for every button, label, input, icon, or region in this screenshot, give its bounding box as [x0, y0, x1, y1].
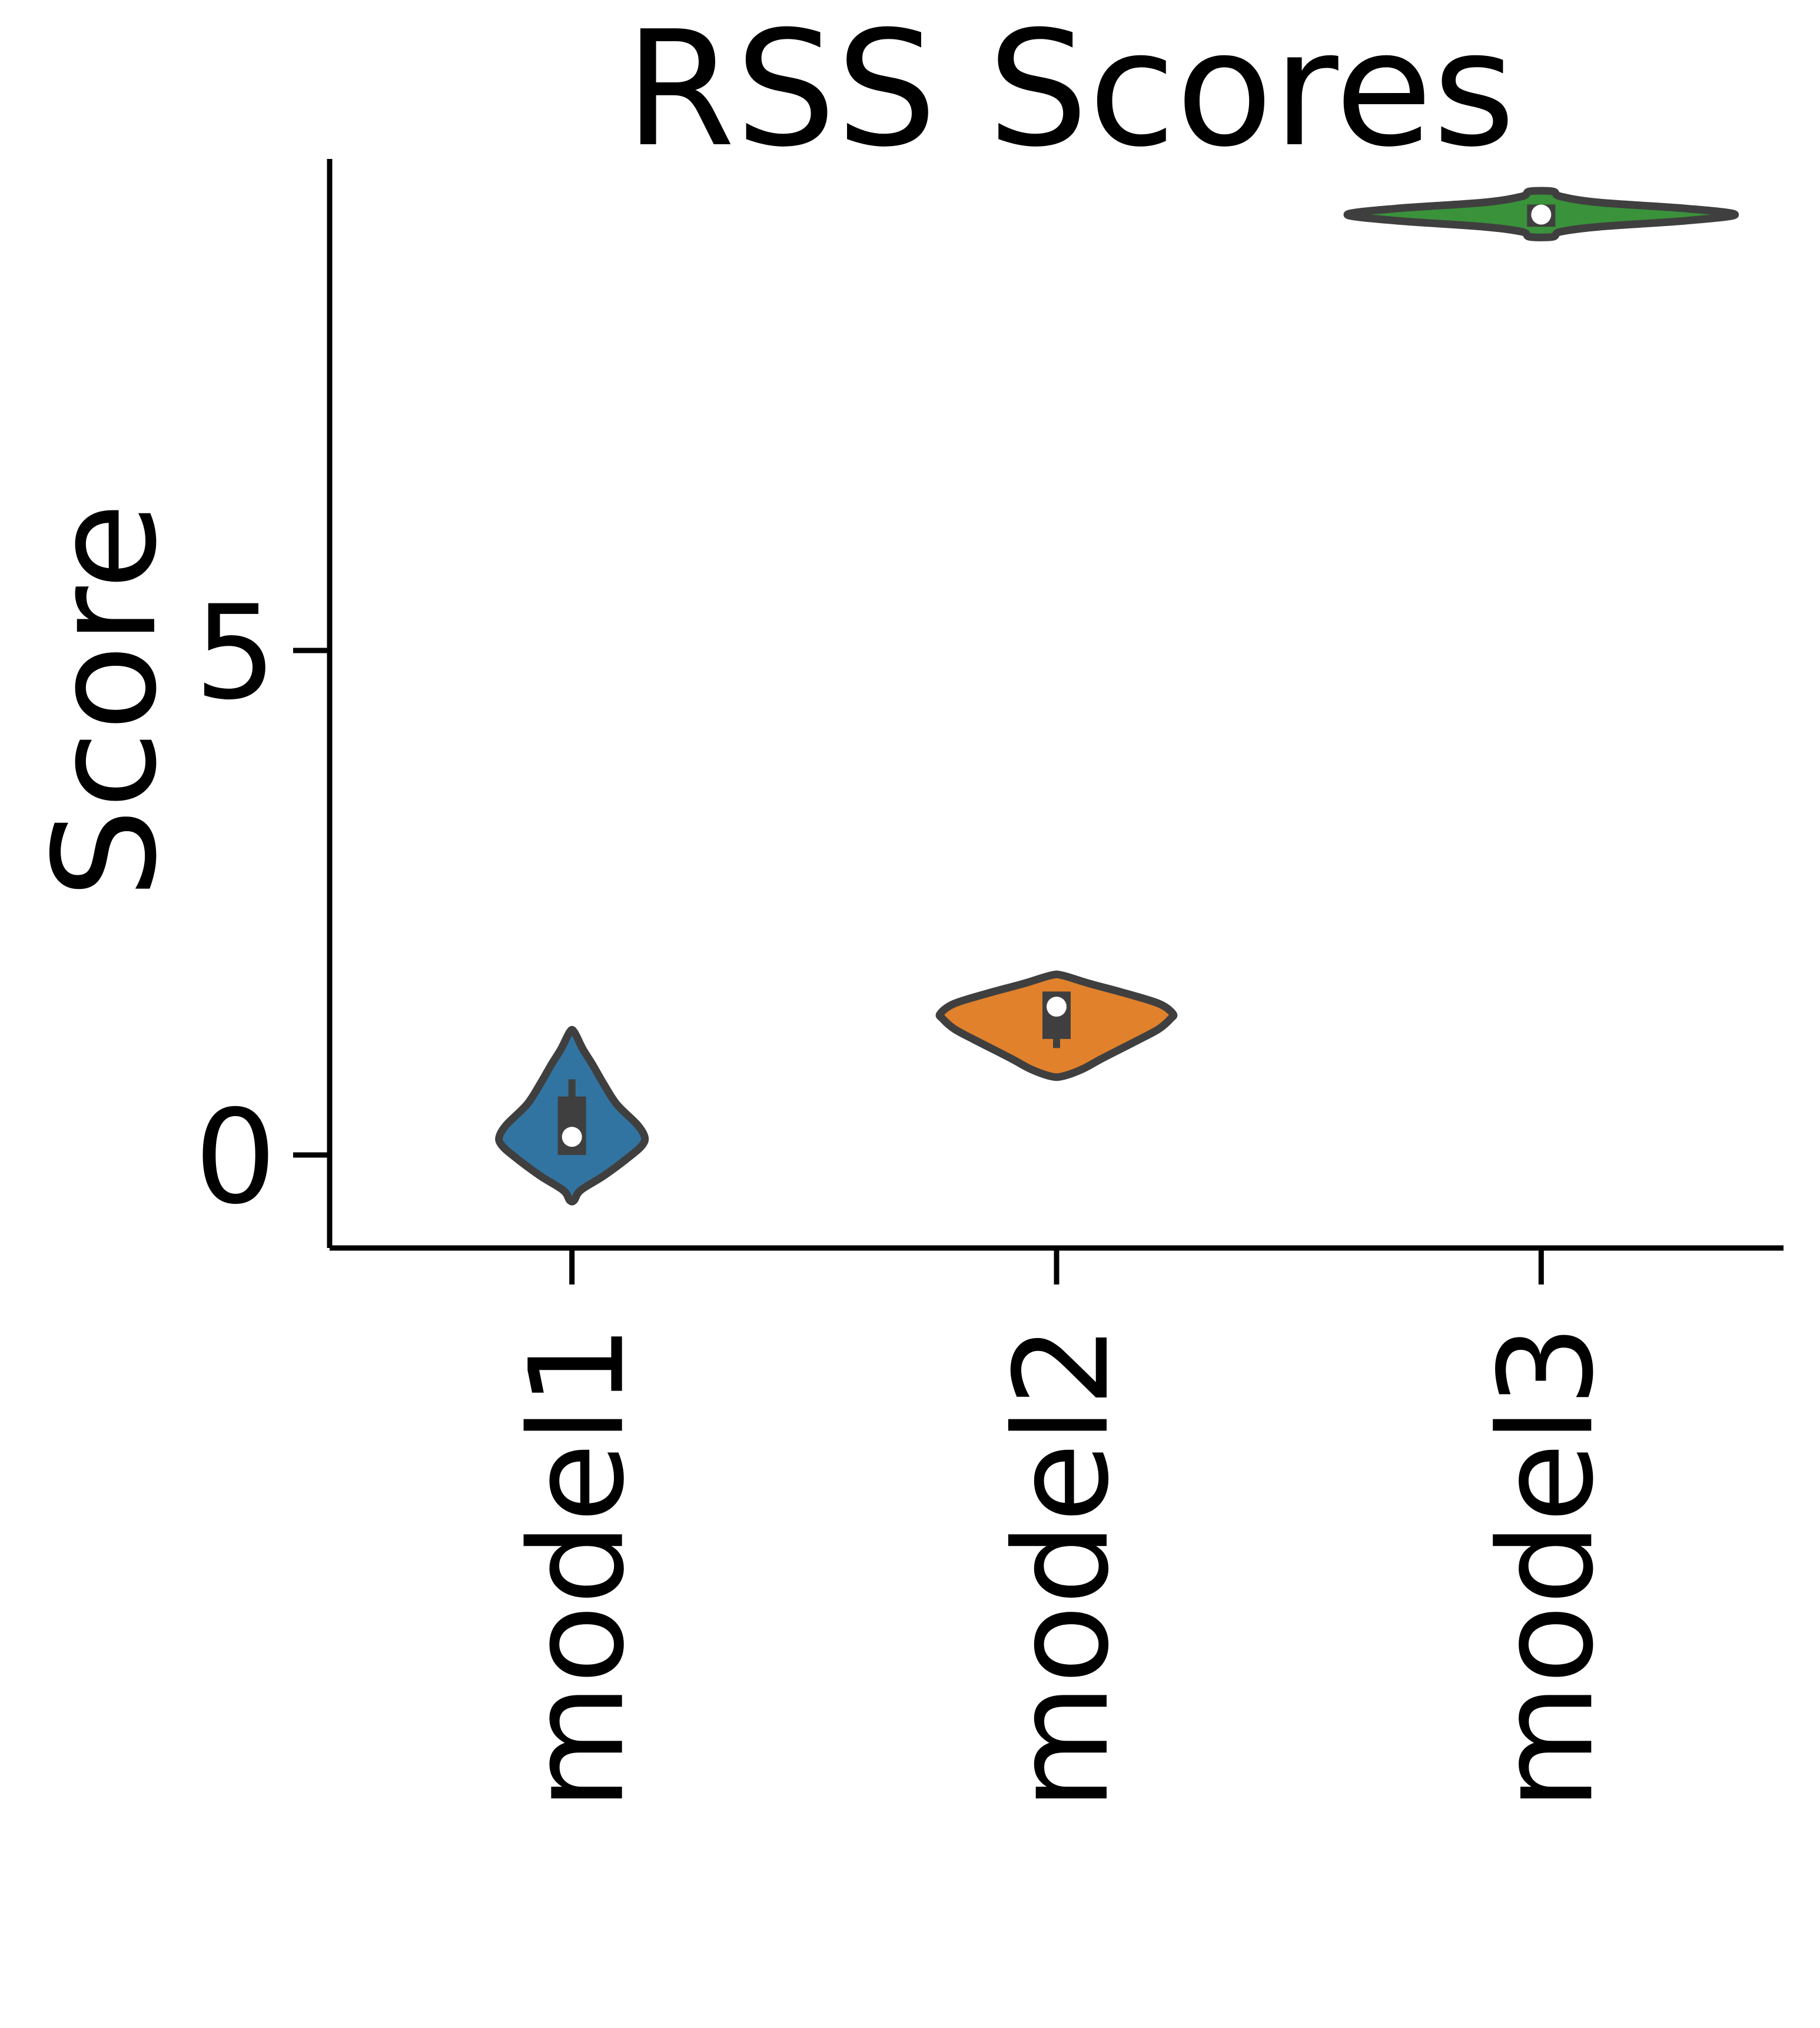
chart-title: RSS Scores [625, 0, 1515, 182]
y-axis-label: Score [23, 503, 188, 898]
median-point-model3 [1531, 204, 1552, 225]
x-tick-label-model3: model3 [1471, 1325, 1622, 1810]
axes: 0 5 model1 model2 model3 [194, 159, 1784, 1810]
y-tick-label-0: 0 [194, 1082, 277, 1233]
y-tick-label-5: 5 [194, 577, 277, 728]
plot-area [495, 187, 1739, 1206]
median-point-model2 [1047, 997, 1067, 1017]
x-tick-label-model1: model1 [502, 1325, 653, 1810]
median-point-model1 [562, 1127, 582, 1147]
x-tick-label-model2: model2 [987, 1325, 1137, 1810]
